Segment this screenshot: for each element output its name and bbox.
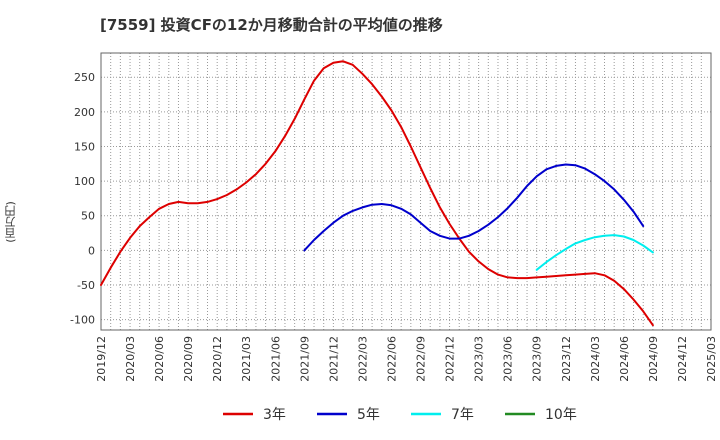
x-tick-label: 2024/06 [618,336,631,382]
y-tick-label: 150 [74,140,95,153]
plot-area [101,53,711,330]
plot-frame [100,52,712,331]
x-tick-label: 2020/09 [182,336,195,382]
x-tick-label: 2021/06 [269,336,282,382]
y-tick-label: 100 [74,175,95,188]
y-tick-label: 200 [74,106,95,119]
x-tick-label: 2024/03 [589,336,602,382]
x-tick-label: 2021/09 [298,336,311,382]
x-tick-label: 2021/03 [240,336,253,382]
x-tick-label: 2022/06 [385,336,398,382]
legend-label-3年: 3年 [263,407,286,423]
y-tick-label: 250 [74,71,95,84]
x-tick-label: 2023/06 [502,336,515,382]
x-tick-label: 2019/12 [95,336,108,382]
series-line-3年 [100,60,654,327]
x-tick-label: 2020/12 [211,336,224,382]
x-tick-label: 2023/03 [473,336,486,382]
y-tick-label: 50 [81,210,95,223]
legend-label-10年: 10年 [545,407,577,423]
x-tick-label: 2025/03 [705,336,718,382]
x-tick-label: 2022/03 [356,336,369,382]
x-tick-label: 2021/12 [327,336,340,382]
x-tick-label: 2020/06 [153,336,166,382]
x-tick-label: 2023/12 [560,336,573,382]
x-tick-label: 2022/12 [444,336,457,382]
y-tick-label: -100 [70,314,95,327]
legend-label-5年: 5年 [357,407,380,423]
x-tick-label: 2022/09 [415,336,428,382]
x-tick-label: 2020/03 [124,336,137,382]
x-tick-label: 2023/09 [531,336,544,382]
x-tick-label: 2024/09 [647,336,660,382]
chart-title: [7559] 投資CFの12か月移動合計の平均値の推移 [100,16,443,34]
legend-label-7年: 7年 [451,407,474,423]
series-line-7年 [535,234,654,271]
x-tick-label: 2024/12 [676,336,689,382]
y-tick-label: -50 [77,279,95,292]
series-line-5年 [303,163,645,252]
y-tick-label: 0 [88,244,95,257]
